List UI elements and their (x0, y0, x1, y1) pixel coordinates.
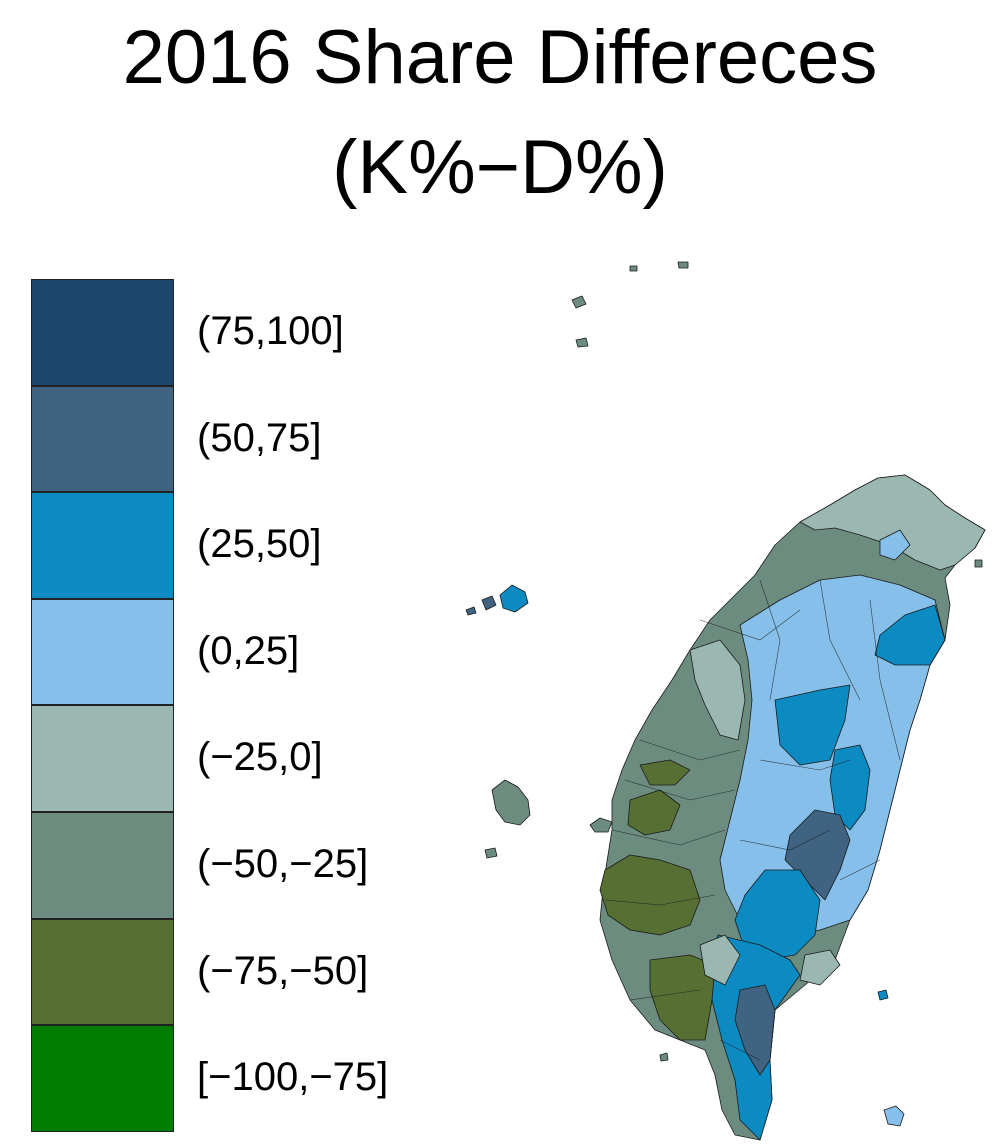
district (499, 584, 529, 613)
legend-swatch (31, 385, 174, 493)
legend-label: (50,75] (197, 415, 322, 460)
district (799, 949, 841, 986)
district (465, 606, 477, 616)
district (659, 1052, 669, 1062)
legend-swatch (31, 1025, 174, 1132)
choropleth-map (465, 261, 986, 1141)
legend-swatch (31, 279, 174, 386)
district (677, 261, 689, 269)
legend-swatch (31, 918, 174, 1026)
legend-label: [−100,−75] (197, 1055, 389, 1100)
legend-label: (75,100] (197, 309, 344, 353)
district (571, 295, 587, 309)
district (877, 989, 889, 1001)
legend-label: (0,25] (197, 628, 300, 673)
legend-label: (25,50] (197, 522, 322, 567)
title-line-1: 2016 Share Differeces (122, 15, 878, 100)
district (784, 809, 851, 901)
district (575, 337, 589, 348)
district (491, 779, 531, 826)
district (627, 789, 681, 836)
district (484, 847, 498, 859)
district (699, 934, 741, 986)
district (829, 744, 871, 831)
legend-swatch (31, 598, 174, 706)
district (481, 595, 497, 611)
district (689, 639, 746, 741)
district (629, 265, 638, 272)
legend-label: (−75,−50] (197, 948, 369, 993)
district (734, 984, 776, 1076)
district (883, 1105, 905, 1127)
legend-label: (−25,0] (197, 735, 323, 780)
district (879, 529, 911, 561)
district (974, 559, 983, 568)
legend-label: (−50,−25] (197, 841, 369, 886)
legend-swatch (31, 492, 174, 599)
district (774, 684, 851, 766)
district (649, 954, 716, 1041)
district (874, 604, 946, 666)
district (799, 474, 986, 571)
title-line-2: (K%−D%) (332, 125, 668, 210)
district (589, 817, 613, 833)
legend-swatch (31, 705, 174, 812)
district (719, 574, 946, 936)
district (639, 759, 691, 786)
district (599, 854, 701, 936)
legend-swatch (31, 811, 174, 919)
